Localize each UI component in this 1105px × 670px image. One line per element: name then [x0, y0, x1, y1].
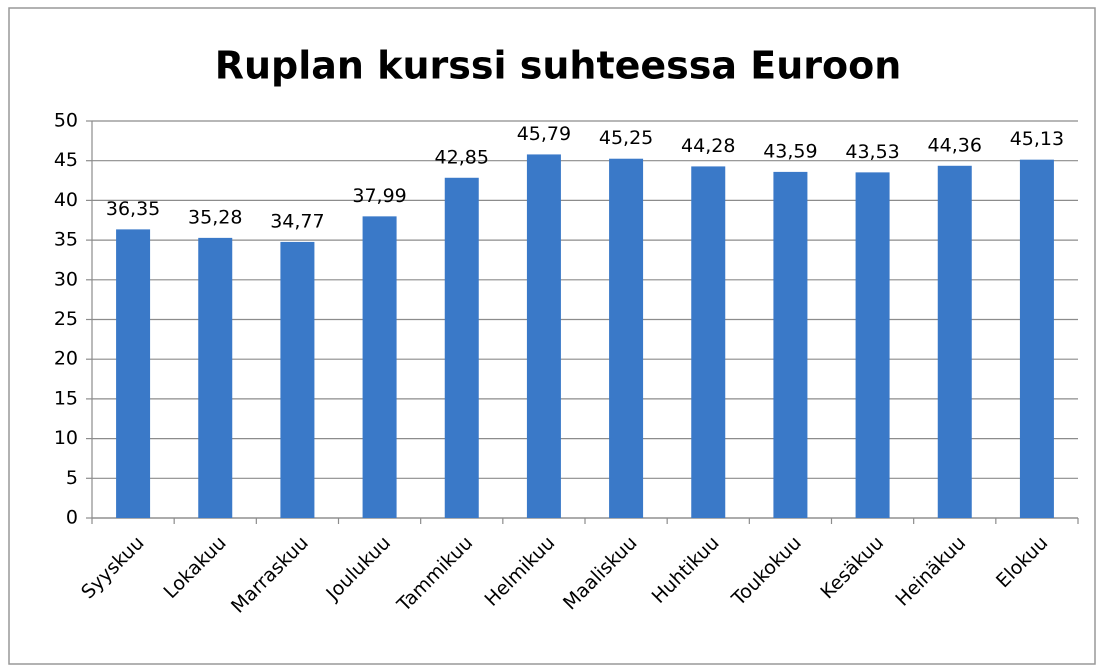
y-tick-label: 5 [66, 467, 78, 489]
data-label: 43,59 [763, 140, 817, 162]
bar [1019, 159, 1054, 519]
y-tick-label: 50 [54, 110, 78, 132]
y-tick-label: 25 [54, 308, 78, 330]
data-label: 35,28 [188, 206, 242, 228]
data-label: 36,35 [106, 198, 160, 220]
bar [855, 172, 890, 518]
y-tick-label: 40 [54, 189, 78, 211]
bar [280, 241, 315, 518]
data-label: 44,28 [681, 135, 735, 157]
data-label: 45,13 [1010, 128, 1064, 150]
data-label: 42,85 [435, 146, 489, 168]
chart-title: Ruplan kurssi suhteessa Euroon [215, 44, 902, 88]
y-tick-label: 30 [54, 268, 78, 290]
bar [198, 237, 233, 518]
data-label: 37,99 [352, 185, 406, 207]
y-tick-label: 0 [66, 507, 78, 529]
bar [362, 216, 397, 518]
bar [609, 158, 644, 518]
y-tick-label: 15 [54, 387, 78, 409]
bar [526, 154, 561, 518]
bar [444, 177, 479, 518]
data-label: 43,53 [845, 141, 899, 163]
bar [773, 171, 808, 519]
data-label: 44,36 [928, 134, 982, 156]
bar [937, 165, 972, 518]
data-label: 45,25 [599, 127, 653, 149]
y-tick-label: 20 [54, 348, 78, 370]
bar [116, 229, 151, 519]
data-label: 45,79 [517, 123, 571, 145]
data-label: 34,77 [270, 210, 324, 232]
y-tick-label: 10 [54, 427, 78, 449]
bar [691, 166, 726, 518]
y-tick-label: 45 [54, 149, 78, 171]
y-tick-label: 35 [54, 229, 78, 251]
